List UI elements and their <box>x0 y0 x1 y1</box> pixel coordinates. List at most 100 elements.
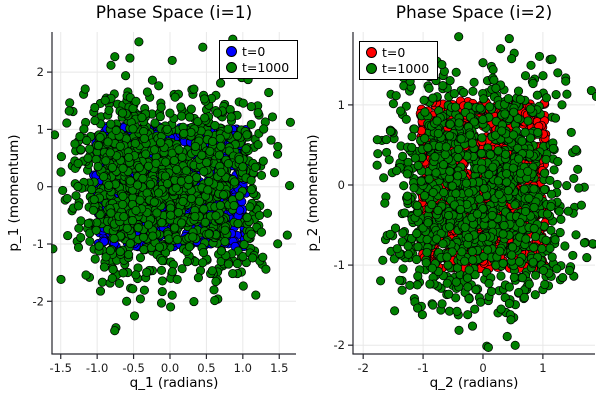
data-point <box>97 277 107 287</box>
data-point <box>56 167 66 177</box>
data-point <box>401 114 411 124</box>
data-point <box>530 290 540 300</box>
data-point <box>378 255 388 265</box>
data-point <box>416 176 426 186</box>
data-point <box>238 162 248 172</box>
data-point <box>548 143 558 153</box>
data-point <box>128 284 138 294</box>
data-point <box>483 342 493 352</box>
data-point <box>576 200 586 210</box>
data-point <box>453 144 463 154</box>
data-point <box>127 216 138 226</box>
data-point <box>179 129 189 139</box>
t0-marker-icon <box>366 47 377 58</box>
data-point <box>475 194 485 204</box>
data-point <box>497 126 507 136</box>
data-point <box>235 191 245 201</box>
data-point <box>131 96 141 106</box>
x-tick-label: -0.5 <box>122 361 144 375</box>
data-point <box>468 255 478 265</box>
data-point <box>514 154 524 164</box>
data-point <box>508 163 518 173</box>
data-point <box>443 260 453 270</box>
data-point <box>569 173 579 183</box>
data-point <box>139 133 149 144</box>
x-tick-label: -1.5 <box>50 361 72 375</box>
data-point <box>149 197 159 207</box>
data-point <box>496 304 506 314</box>
data-point <box>108 264 118 274</box>
data-point <box>413 303 423 313</box>
data-point <box>190 211 200 222</box>
data-point <box>266 135 276 145</box>
data-point <box>456 134 466 144</box>
data-point <box>238 281 248 291</box>
axes-spines <box>51 32 296 355</box>
data-point <box>398 264 408 274</box>
data-point <box>110 326 120 336</box>
data-point <box>395 275 405 285</box>
data-point <box>562 181 572 191</box>
data-point <box>177 218 187 228</box>
panel1-title: Phase Space (i=1) <box>95 3 253 23</box>
data-point <box>557 100 567 110</box>
data-point <box>107 273 117 283</box>
data-point <box>419 95 429 105</box>
data-point <box>157 218 167 228</box>
data-point <box>173 208 183 218</box>
data-point <box>591 91 596 102</box>
data-point <box>273 141 283 151</box>
data-point <box>111 125 121 135</box>
data-point <box>71 191 81 201</box>
t0-marker-icon <box>226 46 237 57</box>
data-point <box>154 81 164 91</box>
data-point <box>409 183 419 193</box>
data-point <box>51 244 58 254</box>
data-point <box>566 127 576 137</box>
data-point <box>141 149 151 159</box>
data-point <box>547 189 557 199</box>
data-point <box>198 258 208 268</box>
data-point <box>79 124 89 134</box>
y-tick-label: -1 <box>334 258 345 272</box>
data-point <box>81 270 91 280</box>
data-point <box>428 187 438 197</box>
data-point <box>253 140 263 150</box>
data-point <box>423 143 433 153</box>
data-point <box>525 133 535 143</box>
x-tick-label: -1.0 <box>86 361 108 375</box>
data-point <box>178 196 188 207</box>
data-point <box>427 263 437 273</box>
data-point <box>409 124 419 134</box>
data-point <box>384 155 394 165</box>
data-point <box>465 130 475 140</box>
data-point <box>219 190 229 200</box>
data-point <box>376 276 386 286</box>
data-point <box>83 218 93 228</box>
data-point <box>154 242 165 252</box>
legend-label-t0: t=0 <box>242 44 266 59</box>
data-point <box>484 170 494 180</box>
data-point <box>161 157 171 167</box>
data-point <box>93 141 103 151</box>
data-point <box>207 266 217 276</box>
data-point <box>438 81 448 91</box>
data-point <box>285 181 295 191</box>
data-point <box>478 204 488 214</box>
data-point <box>91 225 101 235</box>
data-point <box>215 133 225 143</box>
legend-entry-t1000: t=1000 <box>366 61 429 76</box>
data-point <box>432 116 442 126</box>
data-point <box>487 210 497 221</box>
data-point <box>232 259 242 269</box>
tick-marks <box>47 71 280 359</box>
data-point <box>241 144 251 154</box>
data-point <box>115 141 125 151</box>
legend-label-t1000: t=1000 <box>382 61 430 76</box>
data-point <box>405 280 415 290</box>
data-point <box>121 71 131 81</box>
data-point <box>496 271 506 281</box>
data-point <box>103 137 113 147</box>
data-point <box>499 220 509 231</box>
data-point <box>496 44 506 54</box>
